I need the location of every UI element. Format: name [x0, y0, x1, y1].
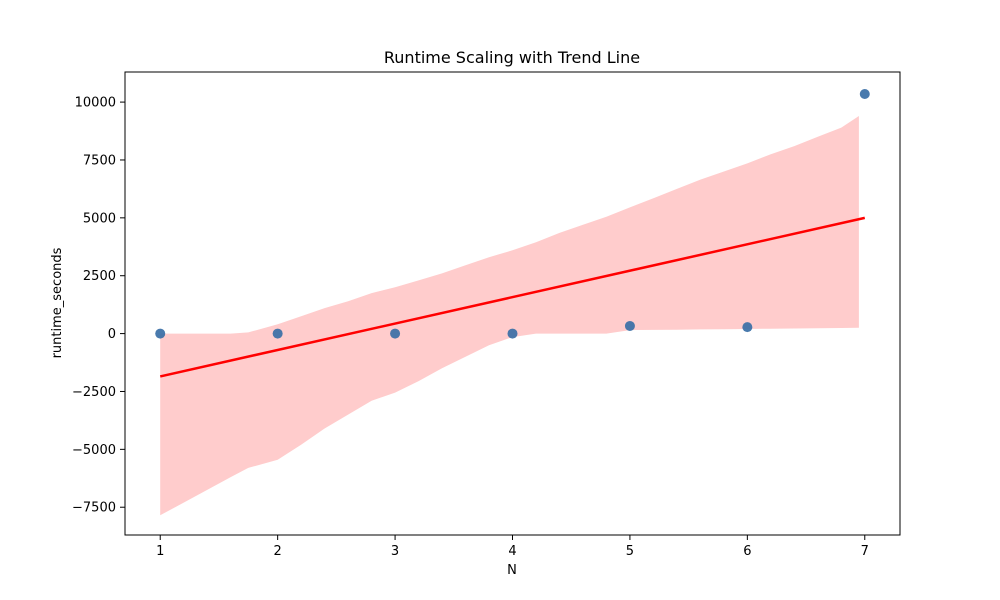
y-tick-label: −2500 [72, 385, 116, 400]
x-axis-label: N [507, 563, 517, 578]
data-point [155, 328, 166, 339]
y-axis-label: runtime_seconds [50, 247, 65, 358]
y-tick-label: −5000 [72, 443, 116, 458]
plot-area [155, 88, 870, 516]
x-tick-label: 1 [156, 544, 164, 559]
data-point [507, 328, 518, 339]
x-tick-label: 7 [861, 544, 869, 559]
y-tick-label: 5000 [83, 211, 116, 226]
data-point [859, 88, 870, 99]
y-tick-label: 10000 [75, 96, 116, 111]
x-tick-label: 4 [508, 544, 516, 559]
x-axis: 1 2 3 4 5 6 7 [156, 535, 869, 559]
x-tick-label: 5 [626, 544, 634, 559]
confidence-band [160, 116, 859, 516]
y-tick-label: 2500 [83, 269, 116, 284]
chart-title: Runtime Scaling with Trend Line [384, 48, 640, 67]
trend-line [159, 216, 866, 378]
y-tick-label: 7500 [83, 153, 116, 168]
y-tick-label: 0 [108, 327, 116, 342]
y-tick-label: −7500 [72, 501, 116, 516]
x-tick-label: 2 [274, 544, 282, 559]
data-point [742, 322, 753, 333]
x-tick-label: 6 [743, 544, 751, 559]
data-point [272, 328, 283, 339]
x-tick-label: 3 [391, 544, 399, 559]
y-axis: −7500 −5000 −2500 0 2500 5000 7500 10000 [72, 96, 125, 516]
data-point [624, 320, 635, 331]
data-point [390, 328, 401, 339]
